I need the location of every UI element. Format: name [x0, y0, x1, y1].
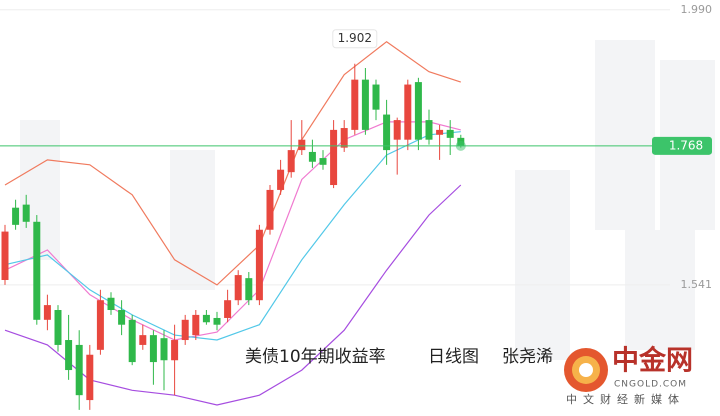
candle-body — [414, 82, 422, 140]
candle-body — [213, 317, 221, 325]
logo: 中金网 CNGOLD.COM 中文财经新媒体 — [564, 345, 693, 406]
candle-body — [361, 79, 369, 130]
plot-area: 1.990 1.541 1.768 1.902 — [0, 3, 712, 410]
logo-name: 中金网 — [612, 345, 693, 377]
candle-body — [128, 319, 136, 363]
candle-body — [308, 151, 316, 162]
indicator-line — [4, 121, 461, 341]
last-price-box — [652, 136, 712, 155]
candle-body — [33, 221, 41, 320]
candle-body — [266, 189, 274, 230]
indicator-line — [4, 131, 461, 341]
candle-body — [75, 344, 83, 396]
logo-site: CNGOLD.COM — [614, 380, 687, 390]
indicator-line — [4, 184, 462, 406]
candle-body — [224, 300, 232, 318]
candle-body — [287, 150, 295, 173]
candle-body — [86, 354, 94, 401]
logo-core — [579, 363, 593, 377]
building — [595, 40, 655, 230]
candle-body — [65, 340, 73, 371]
candle-body — [22, 204, 30, 222]
candle-body — [149, 335, 157, 363]
candle-body — [43, 305, 51, 320]
candle-body — [372, 84, 380, 110]
candle-body — [425, 120, 433, 140]
candle-body — [181, 319, 189, 341]
candle-body — [446, 129, 454, 138]
high-annotation-box — [332, 29, 378, 49]
candle-body — [319, 158, 327, 165]
last-price-dot — [455, 140, 466, 151]
candle-body — [404, 84, 412, 140]
candle-body — [139, 335, 147, 345]
candle-body — [160, 338, 168, 361]
candle-body — [107, 297, 115, 311]
y-tick-label: 1.541 — [681, 278, 713, 291]
candle-body — [351, 79, 359, 130]
candle-body — [12, 207, 20, 225]
candle-body — [277, 169, 285, 190]
candle-body — [255, 229, 263, 301]
building — [625, 230, 695, 350]
candle-body — [54, 310, 62, 345]
caption-title: 美债10年期收益率 — [245, 347, 386, 367]
high-annotation: 1.902 — [338, 31, 372, 45]
candle-body — [234, 275, 242, 301]
y-tick-label: 1.990 — [681, 3, 713, 16]
candle-body — [298, 139, 306, 151]
candle-body — [245, 278, 253, 301]
logo-slogan: 中文财经新媒体 — [566, 392, 685, 406]
building — [515, 170, 570, 360]
candle-body — [436, 129, 444, 135]
candle-body — [96, 300, 104, 350]
building — [170, 150, 215, 290]
candle-body — [330, 129, 338, 186]
caption-author: 张尧浠 — [502, 347, 553, 367]
candle-body — [171, 340, 179, 361]
candle-body — [118, 310, 126, 325]
indicator-line — [4, 40, 461, 286]
candle-body — [340, 128, 348, 148]
candle-body — [1, 231, 9, 280]
candle-body — [202, 314, 210, 323]
candle-body — [383, 114, 391, 151]
caption-period: 日线图 — [428, 347, 479, 367]
last-price-label: 1.768 — [669, 138, 703, 152]
candle-body — [393, 120, 401, 140]
candle-body — [192, 314, 200, 336]
